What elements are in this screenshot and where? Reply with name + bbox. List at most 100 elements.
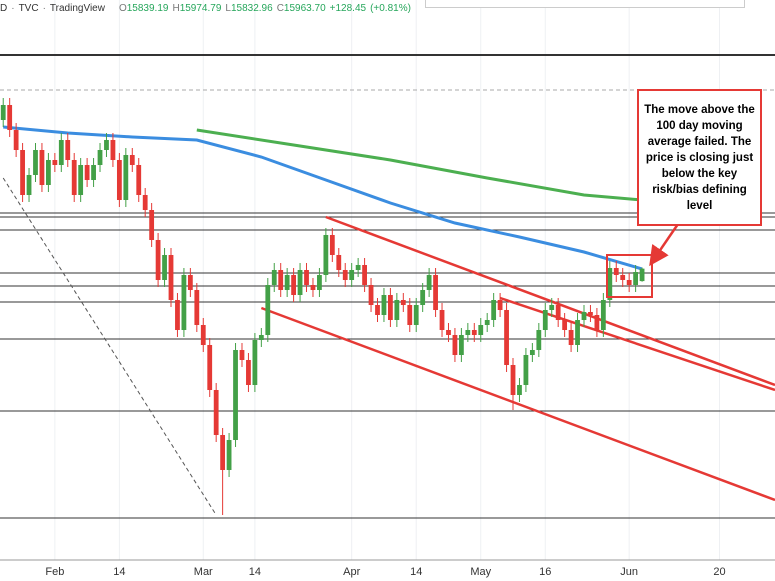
separator: · xyxy=(42,3,46,14)
candle-body xyxy=(97,150,103,165)
candle-body xyxy=(323,235,329,275)
x-tick-label: Mar xyxy=(194,566,213,578)
candle-body xyxy=(368,285,374,305)
candle-body xyxy=(220,435,226,470)
symbol-bar: D · TVC · TradingView O15839.19 H15974.79… xyxy=(0,3,411,14)
candle-body xyxy=(194,290,200,325)
candle-body xyxy=(0,105,6,120)
candle-body xyxy=(136,165,142,195)
moving-average xyxy=(3,125,643,271)
separator: · xyxy=(11,3,15,14)
candle-body xyxy=(58,140,64,165)
candle-body xyxy=(207,345,213,390)
candle-body xyxy=(246,360,251,385)
x-tick-label: Apr xyxy=(343,566,360,578)
x-tick-label: 14 xyxy=(249,566,261,578)
candle-body xyxy=(549,305,555,310)
candle-body xyxy=(233,350,238,440)
x-tick-label: Feb xyxy=(45,566,64,578)
candle-body xyxy=(607,268,613,300)
candle-body xyxy=(375,305,380,315)
candle-body xyxy=(13,130,19,150)
candle-body xyxy=(568,330,574,345)
candle-body xyxy=(213,390,219,435)
candle-body xyxy=(575,320,580,345)
candle-body xyxy=(71,160,77,195)
candle-body xyxy=(362,265,367,285)
ohlc: O15839.19 H15974.79 L15832.96 C15963.70 xyxy=(119,3,326,14)
candle-body xyxy=(181,275,187,330)
moving-averages xyxy=(3,125,643,271)
candle-body xyxy=(284,275,290,290)
candle-body xyxy=(258,335,264,340)
candle-body xyxy=(413,305,419,325)
candle-body xyxy=(45,160,51,185)
candle-body xyxy=(342,270,348,280)
candle-body xyxy=(633,272,639,285)
candle-body xyxy=(52,160,58,165)
candle-body xyxy=(239,350,245,360)
candle-body xyxy=(581,312,587,320)
candle-body xyxy=(104,140,109,150)
candle-body xyxy=(91,165,96,180)
x-tick-label: 20 xyxy=(713,566,725,578)
candle-body xyxy=(149,210,155,240)
candle-body xyxy=(226,440,232,470)
candle-body xyxy=(129,155,135,165)
x-axis: Feb 14 Mar 14 Apr 14 May 16 Jun 20 xyxy=(45,566,725,578)
change-pct: (+0.81%) xyxy=(370,3,411,14)
trendlines xyxy=(2,177,775,516)
candle-body xyxy=(394,300,400,320)
ohlc-item: O15839.19 xyxy=(119,3,169,14)
candle-body xyxy=(355,265,361,270)
x-tick-label: 14 xyxy=(113,566,125,578)
candle-body xyxy=(439,310,445,330)
highlight-box xyxy=(606,254,653,298)
candle-body xyxy=(265,285,271,335)
trendline xyxy=(2,177,217,516)
candle-body xyxy=(465,330,471,335)
ohlc-value: 15963.70 xyxy=(283,3,326,14)
candle-body xyxy=(297,270,303,295)
ohlc-label: O xyxy=(118,3,127,14)
grid xyxy=(54,0,721,560)
candle-body xyxy=(200,325,206,345)
candle-body xyxy=(168,255,174,300)
trendline xyxy=(325,215,775,387)
candle-body xyxy=(484,320,490,325)
candle-body xyxy=(504,310,509,365)
candle-body xyxy=(491,300,497,320)
annotation: The move above the 100 day moving averag… xyxy=(637,89,762,226)
candle-body xyxy=(433,275,438,310)
candle-body xyxy=(478,325,484,335)
candle-body xyxy=(426,275,432,290)
source: TVC xyxy=(18,3,39,14)
ohlc-label: C xyxy=(276,3,284,14)
candle-body xyxy=(517,385,522,395)
ohlc-value: 15832.96 xyxy=(230,3,273,14)
candle-body xyxy=(187,275,193,290)
candle-body xyxy=(542,310,548,330)
x-tick-label: Jun xyxy=(620,566,638,578)
candle-body xyxy=(78,165,84,195)
interval: D xyxy=(0,3,8,14)
trendline xyxy=(260,306,775,502)
candles xyxy=(0,98,645,515)
candle-body xyxy=(291,275,297,295)
candle-body xyxy=(155,240,161,280)
ohlc-value: 15974.79 xyxy=(179,3,222,14)
candle-body xyxy=(110,140,116,160)
candle-body xyxy=(271,270,277,285)
candle-body xyxy=(349,270,355,280)
candle-body xyxy=(336,255,342,270)
candle-body xyxy=(84,165,90,180)
candle-body xyxy=(626,280,632,285)
ohlc-label: L xyxy=(225,3,231,14)
ohlc-label: H xyxy=(172,3,180,14)
x-tick-label: 16 xyxy=(539,566,551,578)
candle-body xyxy=(116,160,122,200)
candle-body xyxy=(26,175,32,195)
candle-body xyxy=(33,150,38,175)
